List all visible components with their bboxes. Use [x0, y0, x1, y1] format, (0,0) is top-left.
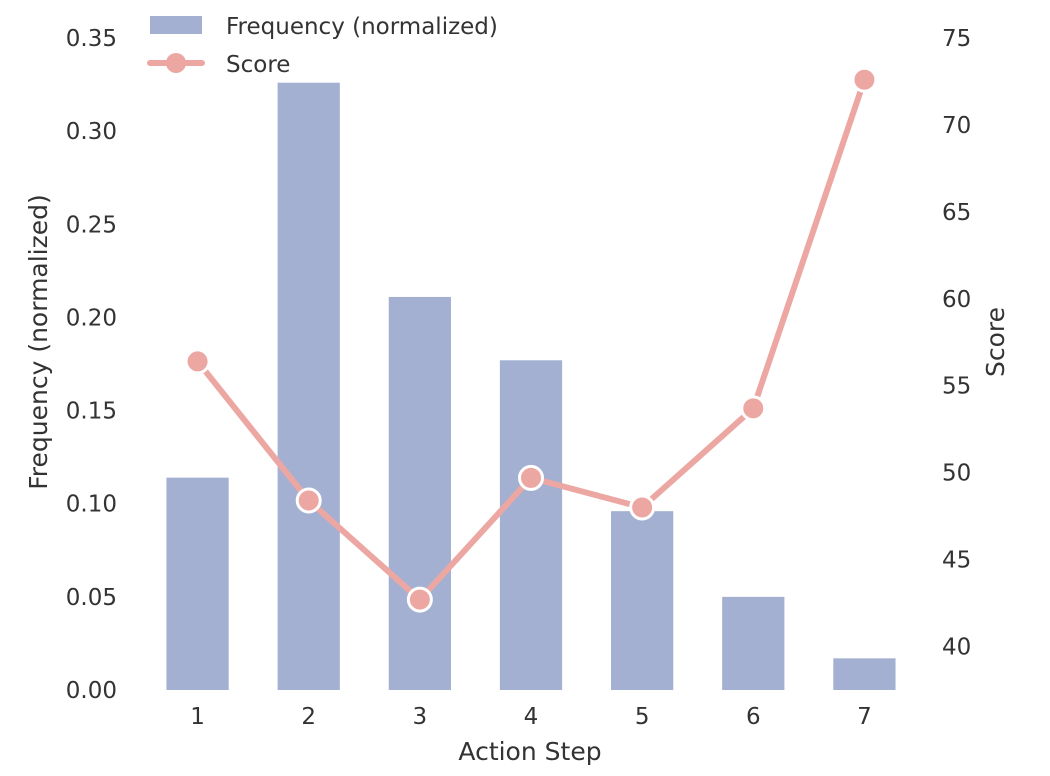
score-point-step-2 — [295, 487, 322, 514]
bar-step-7 — [833, 658, 896, 690]
x-tick-label: 6 — [746, 704, 761, 730]
y2-tick-label: 75 — [942, 26, 971, 52]
y2-tick-label: 55 — [942, 374, 971, 400]
y-tick-label: 0.05 — [66, 585, 117, 611]
y2-tick-label: 70 — [942, 113, 971, 139]
bar-step-1 — [166, 477, 229, 690]
y-tick-label: 0.15 — [66, 399, 117, 425]
score-point-step-6 — [740, 395, 767, 422]
y2-tick-label: 60 — [942, 287, 971, 313]
score-points-layer — [184, 66, 878, 613]
y-tick-label: 0.30 — [66, 119, 117, 145]
right-axis-ticks: 40 45 50 55 60 65 70 75 — [942, 26, 971, 661]
x-tick-label: 4 — [524, 704, 539, 730]
y2-axis-title: Score — [981, 307, 1010, 377]
score-point-step-5 — [629, 494, 656, 521]
y-axis-title: Frequency (normalized) — [24, 194, 53, 490]
bar-step-3 — [388, 296, 451, 690]
x-axis-title: Action Step — [458, 737, 601, 766]
y-tick-label: 0.00 — [66, 678, 117, 704]
score-point-step-1 — [184, 348, 211, 375]
y2-tick-label: 65 — [942, 200, 971, 226]
score-point-step-4 — [518, 464, 544, 491]
y-tick-label: 0.25 — [66, 212, 117, 238]
bar-step-6 — [722, 596, 785, 690]
legend-bar-label: Frequency (normalized) — [226, 14, 498, 40]
bar-step-2 — [277, 82, 340, 691]
bar-step-5 — [611, 511, 674, 690]
bar-step-4 — [499, 360, 563, 690]
legend-line-label: Score — [226, 52, 290, 78]
x-axis-ticks: 1 2 3 4 5 6 7 — [190, 704, 871, 730]
y2-tick-label: 45 — [942, 548, 971, 574]
bars-layer — [166, 82, 896, 691]
x-tick-label: 2 — [301, 704, 316, 730]
y-tick-label: 0.20 — [66, 305, 117, 331]
x-tick-label: 7 — [857, 704, 872, 730]
x-tick-label: 3 — [413, 704, 428, 730]
y2-tick-label: 40 — [942, 635, 971, 661]
x-tick-label: 5 — [635, 704, 650, 730]
legend-marker-swatch — [166, 53, 186, 73]
legend-bar-swatch — [150, 16, 202, 34]
score-point-step-3 — [406, 586, 433, 613]
left-axis-ticks: 0.00 0.05 0.10 0.15 0.20 0.25 0.30 0.35 — [66, 26, 117, 704]
y-tick-label: 0.10 — [66, 492, 117, 518]
x-tick-label: 1 — [190, 704, 205, 730]
y2-tick-label: 50 — [942, 461, 971, 487]
y-tick-label: 0.35 — [66, 26, 117, 52]
legend: Frequency (normalized) Score — [147, 14, 498, 78]
score-point-step-7 — [851, 66, 878, 93]
